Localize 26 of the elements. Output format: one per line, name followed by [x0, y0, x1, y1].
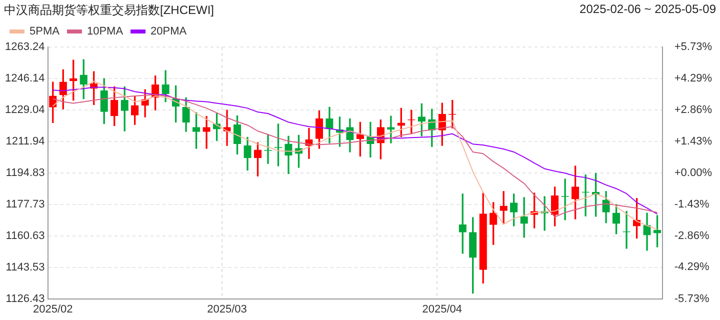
chart-title: 中汉商品期货等权重交易指数[ZHCEWI] [4, 2, 214, 18]
y2-tick-label: +4.29% [674, 72, 712, 85]
y-tick-label: 1126.43 [6, 292, 45, 305]
legend-label: 5PMA [30, 26, 60, 38]
legend-label: 20PMA [150, 26, 188, 38]
y-tick-label: 1177.73 [6, 198, 45, 210]
y2-tick-label: -1.43% [674, 198, 710, 210]
y-tick-label: 1194.83 [6, 166, 45, 179]
x-tick-label: 2025/04 [422, 303, 462, 316]
y2-tick-label: +0.00% [674, 166, 712, 179]
y2-tick-label: +1.43% [674, 136, 712, 148]
y-tick-label: 1160.63 [6, 230, 45, 242]
y-tick-label: 1246.14 [4, 72, 45, 85]
y-tick-label: 1143.53 [6, 261, 45, 274]
y2-tick-label: -4.29% [674, 261, 710, 274]
y-tick-label: 1211.94 [6, 135, 45, 148]
legend-label: 10PMA [86, 26, 124, 38]
chart-subtitle: 2025-02-06 ~ 2025-05-09 [580, 2, 716, 18]
y-tick-label: 1229.04 [4, 104, 45, 116]
y2-tick-label: -2.86% [674, 230, 710, 242]
y2-tick-label: -5.73% [674, 292, 710, 305]
x-tick-label: 2025/02 [33, 303, 73, 316]
y-tick-label: 1263.24 [4, 41, 45, 54]
y2-tick-label: +5.73% [674, 41, 712, 54]
y2-tick-label: +2.86% [674, 104, 712, 116]
x-tick-label: 2025/03 [207, 303, 247, 316]
